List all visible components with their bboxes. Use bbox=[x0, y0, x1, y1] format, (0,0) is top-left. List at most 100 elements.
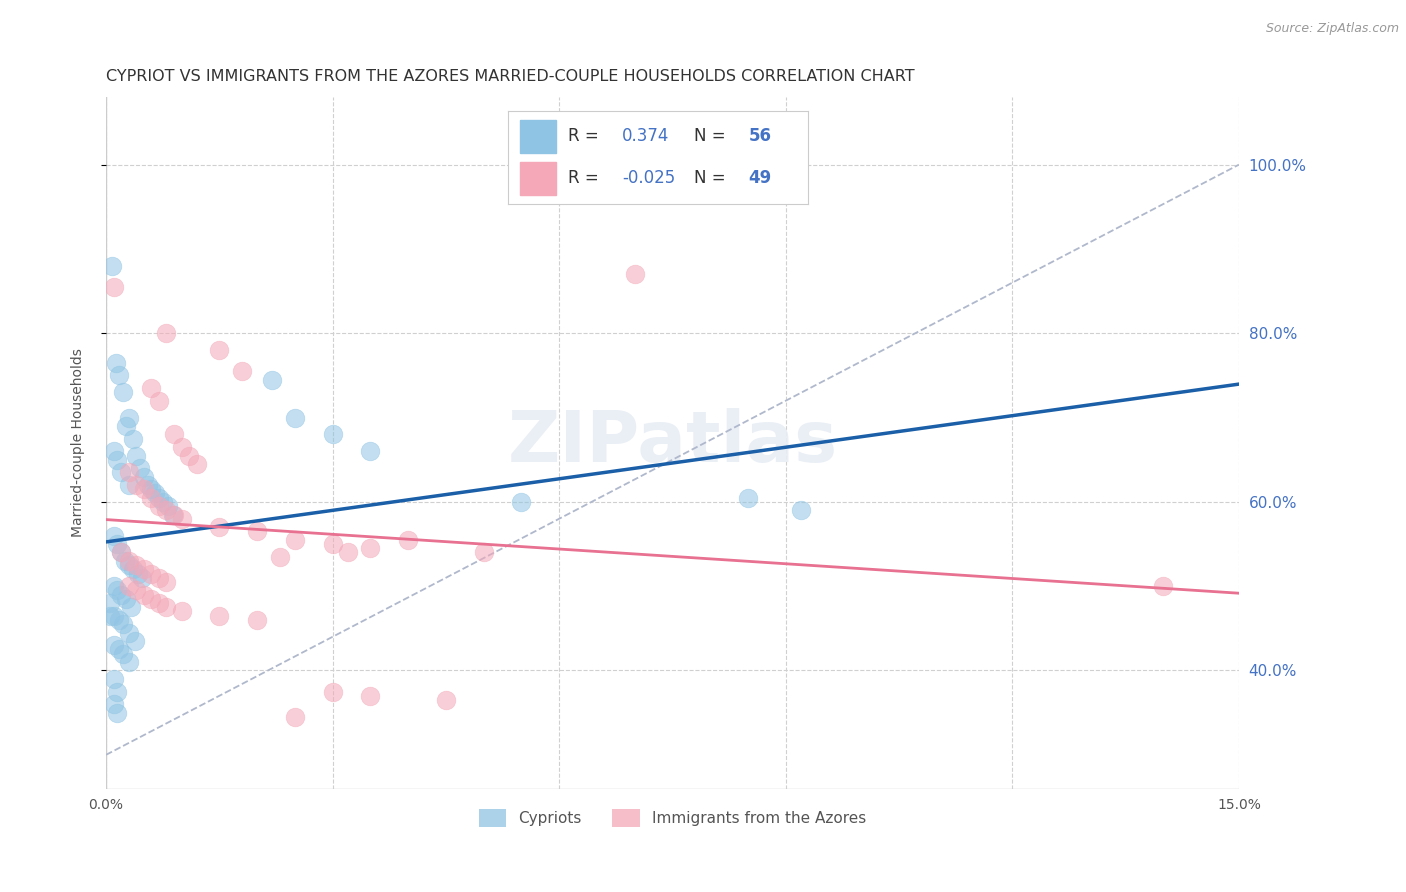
Point bbox=[162, 508, 184, 522]
Point bbox=[208, 343, 231, 358]
Point bbox=[141, 381, 163, 395]
Point bbox=[108, 642, 131, 657]
Point bbox=[208, 608, 231, 623]
Point bbox=[336, 545, 359, 559]
Point bbox=[110, 588, 132, 602]
Point bbox=[118, 579, 141, 593]
Point bbox=[170, 512, 193, 526]
Point bbox=[103, 528, 125, 542]
Point bbox=[125, 478, 148, 492]
Point bbox=[262, 373, 284, 387]
Point bbox=[118, 558, 141, 573]
Point bbox=[148, 596, 170, 610]
Point bbox=[108, 613, 131, 627]
Point bbox=[148, 499, 170, 513]
Point bbox=[121, 562, 143, 576]
Point bbox=[118, 625, 141, 640]
Text: Source: ZipAtlas.com: Source: ZipAtlas.com bbox=[1265, 22, 1399, 36]
Point bbox=[103, 444, 125, 458]
Point bbox=[737, 491, 759, 505]
Point bbox=[110, 545, 132, 559]
Point bbox=[118, 655, 141, 669]
Point bbox=[101, 259, 124, 273]
Point bbox=[131, 571, 153, 585]
Point bbox=[107, 684, 129, 698]
Point bbox=[111, 385, 134, 400]
Point bbox=[114, 554, 136, 568]
Point bbox=[155, 574, 177, 589]
Point bbox=[107, 537, 129, 551]
Point bbox=[132, 469, 155, 483]
Point bbox=[284, 410, 307, 425]
Point bbox=[155, 326, 177, 341]
Point bbox=[359, 689, 381, 703]
Point bbox=[120, 600, 142, 615]
Point bbox=[472, 545, 495, 559]
Point bbox=[359, 541, 381, 556]
Point bbox=[170, 440, 193, 454]
Point bbox=[186, 457, 208, 471]
Point bbox=[148, 491, 170, 505]
Point bbox=[623, 267, 645, 281]
Legend: Cypriots, Immigrants from the Azores: Cypriots, Immigrants from the Azores bbox=[472, 803, 872, 833]
Point bbox=[98, 596, 121, 610]
Point bbox=[103, 638, 125, 652]
Point bbox=[127, 566, 149, 581]
Point bbox=[107, 583, 129, 598]
Point bbox=[141, 591, 163, 606]
Point bbox=[141, 491, 163, 505]
Point bbox=[98, 608, 121, 623]
Point bbox=[1152, 579, 1174, 593]
Point bbox=[129, 461, 152, 475]
Point bbox=[136, 478, 159, 492]
Text: ZIPatlas: ZIPatlas bbox=[508, 409, 838, 477]
Point bbox=[132, 562, 155, 576]
Point bbox=[141, 482, 163, 496]
Point bbox=[510, 495, 533, 509]
Point bbox=[103, 697, 125, 711]
Point bbox=[396, 533, 419, 547]
Point bbox=[155, 503, 177, 517]
Point bbox=[110, 466, 132, 480]
Point bbox=[114, 419, 136, 434]
Point bbox=[118, 554, 141, 568]
Point bbox=[110, 545, 132, 559]
Point bbox=[284, 710, 307, 724]
Point bbox=[125, 558, 148, 573]
Point bbox=[322, 684, 344, 698]
Point bbox=[359, 444, 381, 458]
Point bbox=[156, 499, 179, 513]
Point bbox=[155, 600, 177, 615]
Point bbox=[163, 508, 186, 522]
Point bbox=[125, 583, 148, 598]
Point bbox=[208, 520, 231, 534]
Point bbox=[434, 693, 457, 707]
Point bbox=[103, 672, 125, 686]
Point bbox=[132, 482, 155, 496]
Point bbox=[115, 591, 138, 606]
Point bbox=[132, 588, 155, 602]
Point bbox=[124, 634, 146, 648]
Point bbox=[790, 503, 813, 517]
Point bbox=[104, 356, 127, 370]
Point bbox=[246, 524, 269, 539]
Point bbox=[108, 368, 131, 383]
Point bbox=[118, 466, 141, 480]
Point bbox=[125, 449, 148, 463]
Point bbox=[112, 617, 135, 632]
Point bbox=[269, 549, 291, 564]
Y-axis label: Married-couple Households: Married-couple Households bbox=[72, 349, 86, 537]
Point bbox=[163, 427, 186, 442]
Point bbox=[103, 608, 125, 623]
Point bbox=[118, 478, 141, 492]
Point bbox=[111, 647, 134, 661]
Text: CYPRIOT VS IMMIGRANTS FROM THE AZORES MARRIED-COUPLE HOUSEHOLDS CORRELATION CHAR: CYPRIOT VS IMMIGRANTS FROM THE AZORES MA… bbox=[105, 69, 915, 84]
Point bbox=[170, 605, 193, 619]
Point bbox=[246, 613, 269, 627]
Point bbox=[143, 486, 166, 500]
Point bbox=[118, 410, 141, 425]
Point bbox=[148, 393, 170, 408]
Point bbox=[322, 427, 344, 442]
Point bbox=[148, 571, 170, 585]
Point bbox=[322, 537, 344, 551]
